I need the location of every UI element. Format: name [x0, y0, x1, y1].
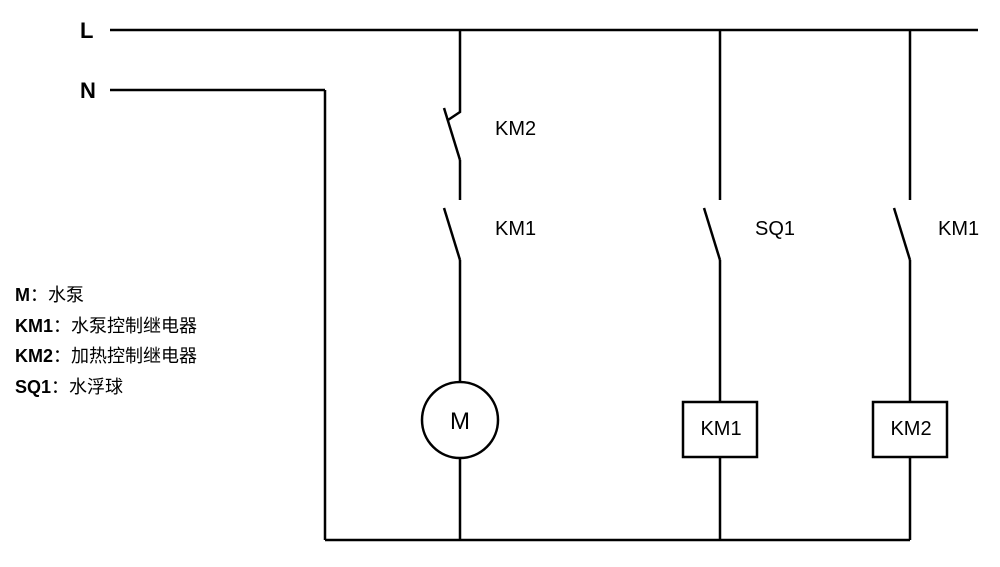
km2-coil-symbol	[873, 402, 947, 457]
km1-coil-symbol	[683, 402, 757, 457]
motor-symbol	[422, 382, 498, 458]
contact-km1-b1-arm	[444, 208, 460, 260]
contact-km2-arm	[444, 108, 460, 160]
circuit-svg	[0, 0, 1000, 567]
contact-km1-b3-arm	[894, 208, 910, 260]
contact-sq1-arm	[704, 208, 720, 260]
contact-km2-nc-tick	[448, 100, 460, 120]
